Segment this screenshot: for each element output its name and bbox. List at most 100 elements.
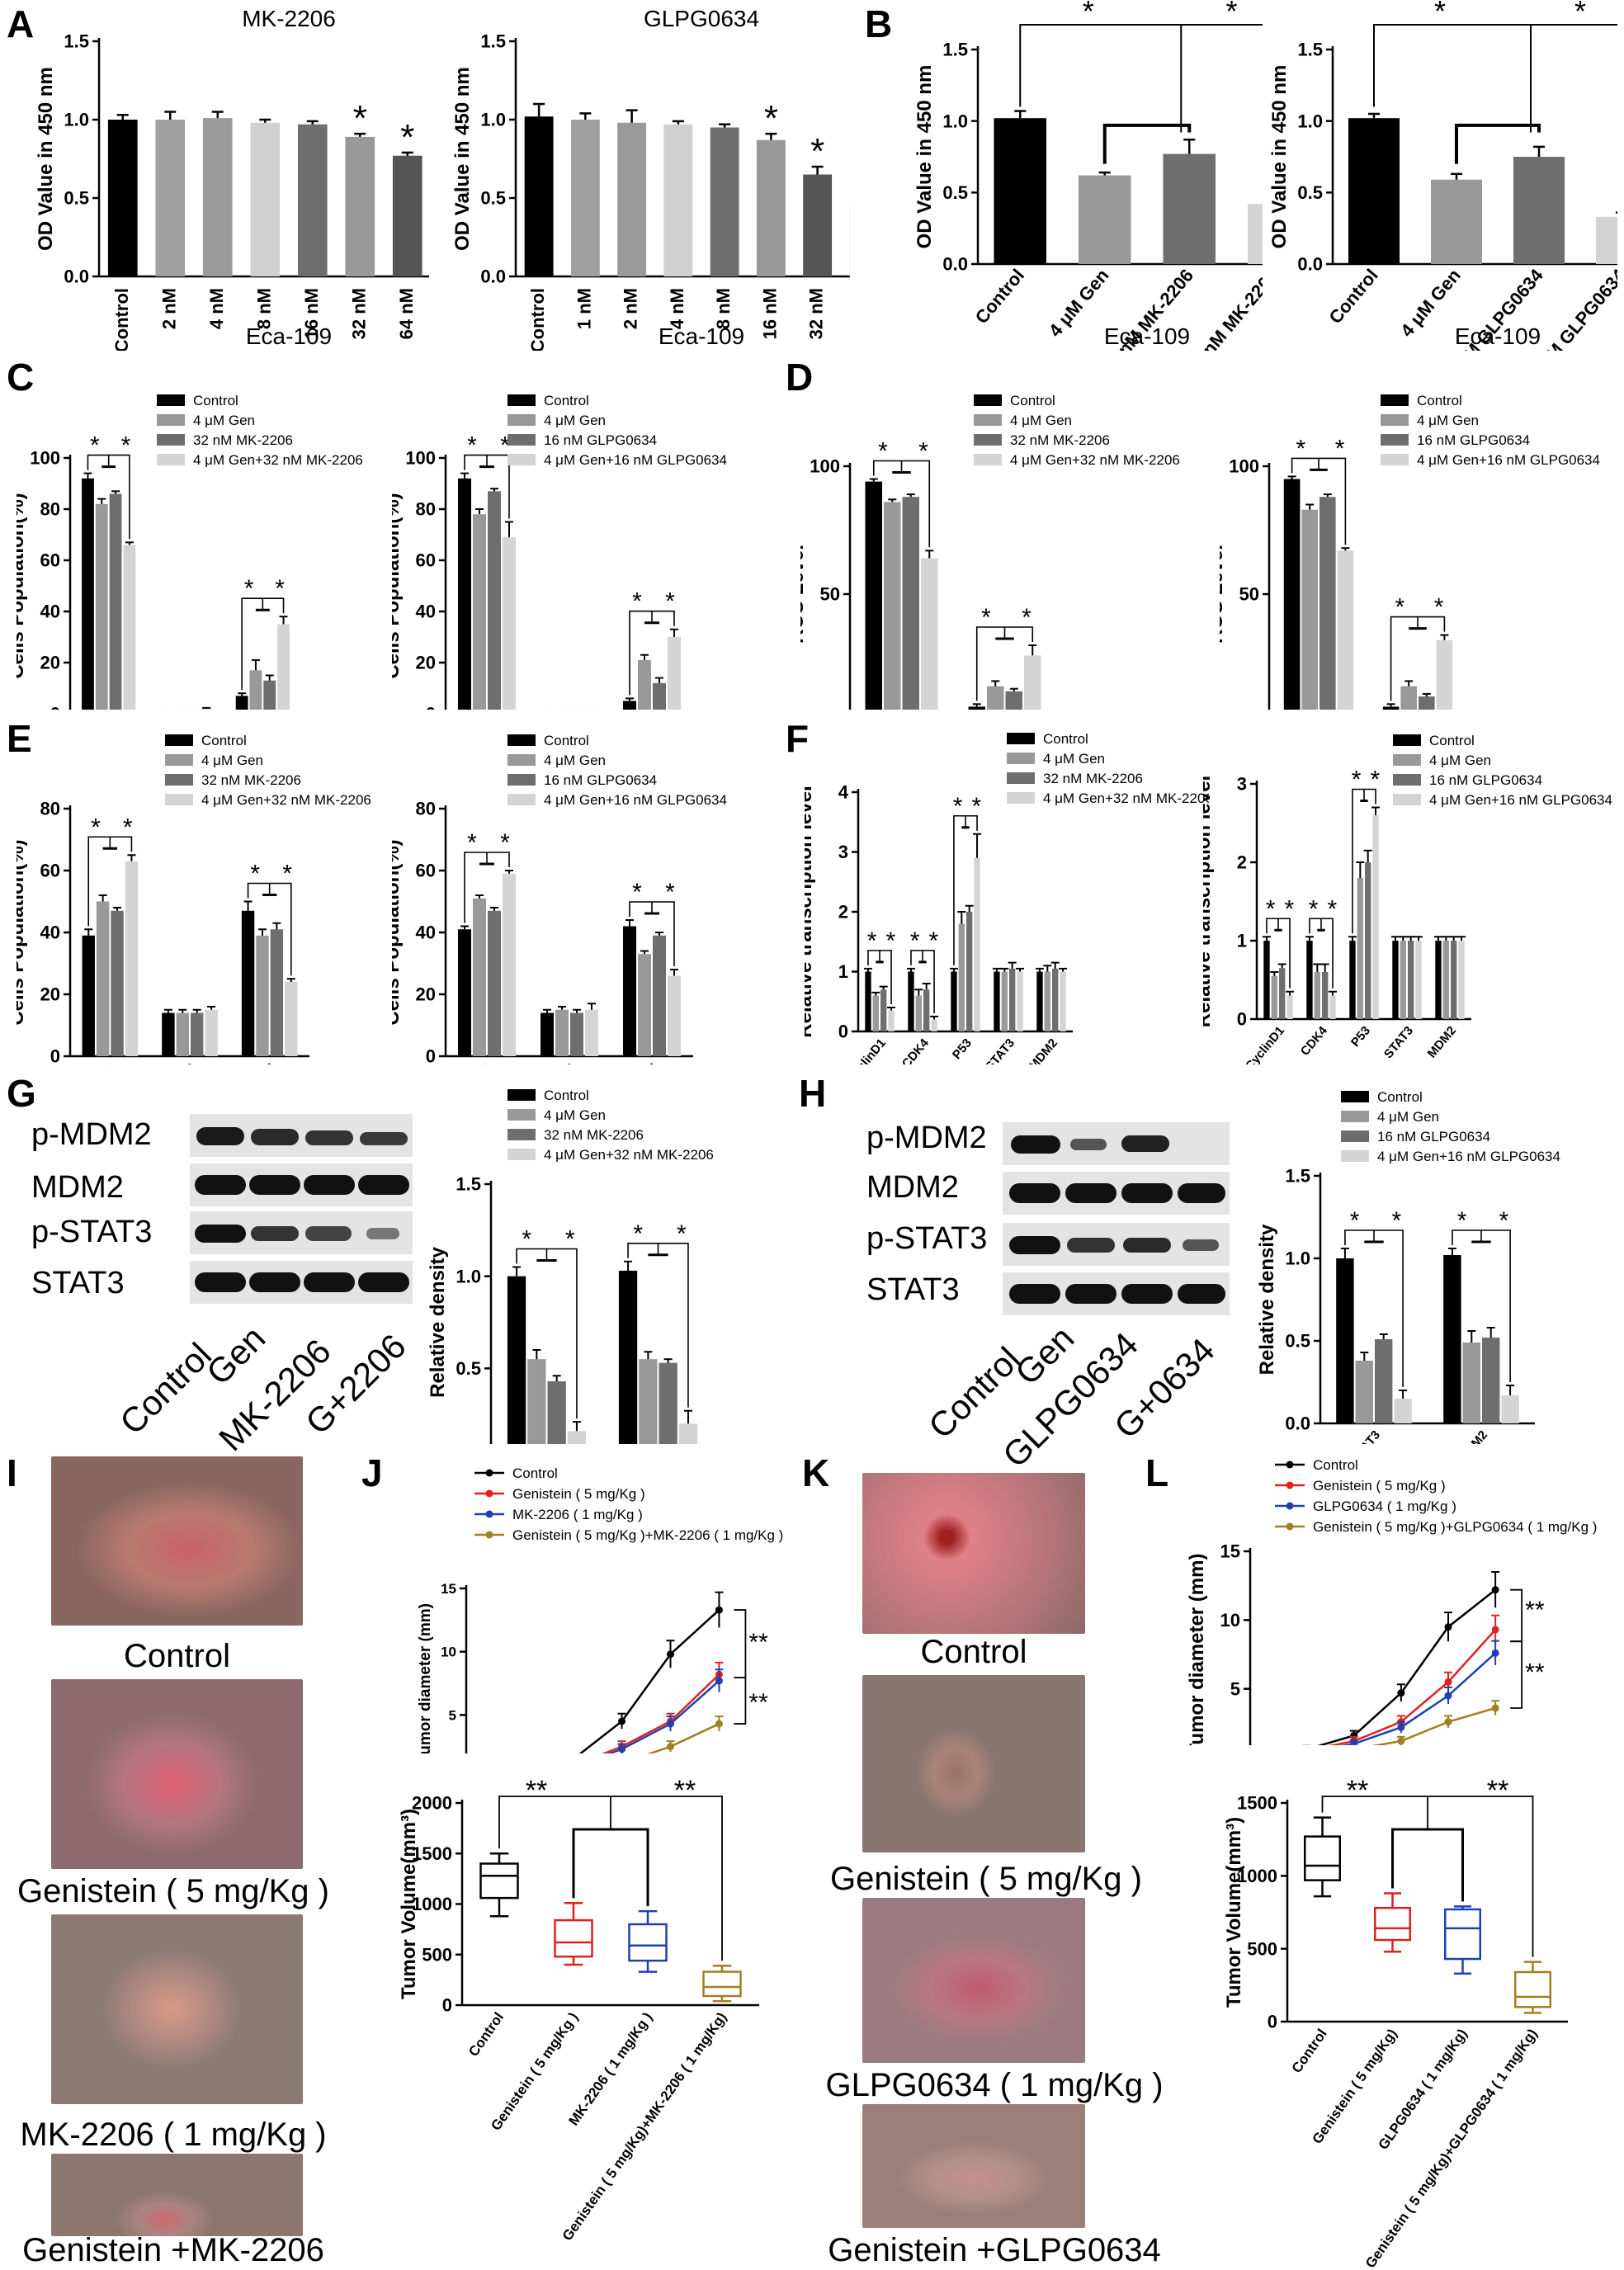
x-tick-label: 4 nM	[667, 288, 687, 329]
y-tick-label: 0.5	[64, 188, 89, 209]
y-tick-label: 20	[40, 653, 60, 673]
y-tick-label: 500	[422, 1944, 452, 1965]
x-axis-label: Eca-109	[246, 323, 332, 349]
significance-bracket	[1181, 24, 1263, 26]
legend-swatch	[157, 434, 185, 446]
box-2	[1444, 1908, 1481, 1961]
legend-swatch	[1341, 1091, 1369, 1102]
bar-4 μM Gen+32 nM MK-2206	[1247, 204, 1263, 264]
bar-16 nM GLPG0634-G0/G1	[488, 910, 501, 1056]
bar-4 μM Gen-Low	[1301, 509, 1318, 710]
significance-star: *	[1574, 0, 1586, 28]
bar-16 nM	[297, 124, 328, 276]
bar-4 μM Gen+32 nM MK-2206-STAT3	[1017, 971, 1023, 1031]
bar-16 nM GLPG0634-Apoptotic	[653, 682, 666, 710]
legend-label: 4 μM Gen+32 nM MK-2206	[544, 1147, 714, 1163]
legend-swatch	[508, 1089, 536, 1101]
bar-Control-CDK4	[1306, 941, 1313, 1019]
bar-4 μM Gen-STAT3	[1001, 971, 1008, 1031]
caption-k-combo: Genistein +GLPG0634	[828, 2232, 1161, 2268]
caption-i-control: Control	[124, 1638, 230, 1674]
series-point-0	[1491, 1586, 1499, 1594]
y-tick-label: 5	[449, 1707, 456, 1723]
series-point-3	[715, 1720, 723, 1728]
blot-h-row-pmdm2	[1003, 1122, 1230, 1165]
legend-label: Control	[1377, 1089, 1423, 1105]
bar-4 μM Gen+32 nM MK-2206-P53	[974, 857, 980, 1031]
significance-star: *	[665, 588, 675, 616]
significance-bracket	[734, 1677, 747, 1725]
y-tick-label: 0	[442, 1995, 452, 2016]
bar-64 nM	[849, 205, 850, 276]
chart-c1: 020406080100Cells Population(%)****Alive…	[17, 393, 363, 710]
series-point-2	[1444, 1692, 1452, 1700]
legend-swatch	[1007, 792, 1035, 804]
legend-label: Genistein ( 5 mg/Kg )	[512, 1486, 645, 1502]
bar-32 nM MK-2206-CDK4	[923, 989, 930, 1031]
y-tick-label: 100	[1229, 456, 1259, 477]
bar-Control-P53	[1349, 941, 1356, 1019]
bar-1 nM	[570, 120, 600, 276]
series-point-0	[618, 1717, 626, 1725]
bar-32 nM MK-2206-G0/G1	[111, 910, 124, 1056]
series-point-1	[1491, 1626, 1499, 1634]
legend-label: 4 μM Gen+16 nM GLPG0634	[1429, 792, 1612, 808]
bar-Control-CyclinD1	[1263, 941, 1270, 1019]
x-tick-label: Genistein ( 5 mg/Kg)+MK-2206 ( 1 mg/Kg)	[559, 2009, 730, 2244]
legend-label: GLPG0634 ( 1 mg/Kg )	[1313, 1498, 1456, 1514]
legend-swatch	[157, 454, 185, 465]
bar-4 μM Gen+16 nM GLPG0634-Apoptotic	[668, 637, 681, 710]
legend-label: 16 nM GLPG0634	[544, 432, 657, 448]
bar-32 nM MK-2206-Low	[902, 497, 919, 710]
legend-label: 32 nM MK-2206	[544, 1127, 644, 1143]
y-tick-label: 0.5	[942, 182, 968, 203]
bar-Control-STAT3	[1392, 941, 1399, 1019]
bar-4 μM Gen+16 nM GLPG0634-G2/M	[668, 975, 681, 1056]
y-tick-label: 1.0	[64, 110, 89, 130]
legend-label: Control	[544, 733, 589, 748]
bar-Control-G0/G1	[82, 935, 95, 1056]
legend-label: 4 μM Gen+16 nM GLPG0634	[1377, 1149, 1560, 1164]
bar-16 nM GLPG0634-CDK4	[1322, 972, 1329, 1019]
legend-swatch	[1393, 754, 1421, 766]
legend-swatch	[974, 414, 1002, 426]
legend-swatch	[1007, 753, 1035, 764]
blot-h-label-stat3: STAT3	[866, 1272, 960, 1307]
x-tick-label: CyclinD1	[844, 1036, 889, 1064]
bar-4 μM Gen	[1431, 179, 1482, 264]
bar-Control-High	[1382, 706, 1400, 710]
caption-k-glpg0634: GLPG0634 ( 1 mg/Kg )	[825, 2067, 1164, 2103]
y-axis-label: OD Value in 450 nm	[35, 67, 57, 251]
legend-swatch	[165, 754, 193, 766]
y-tick-label: 0.0	[1285, 1413, 1310, 1434]
legend-label: 16 nM GLPG0634	[1429, 772, 1542, 788]
y-tick-label: 0.5	[456, 1358, 481, 1379]
bar-32 nM MK-2206-G2/M	[270, 929, 284, 1056]
bar-16 nM GLPG0634-p-STAT3/STAT3	[1375, 1339, 1393, 1423]
bar-4 μM Gen-Alive	[473, 514, 486, 710]
significance-bracket	[1531, 24, 1617, 26]
legend-label: 4 μM Gen	[544, 753, 606, 768]
significance-star: *	[1434, 594, 1444, 621]
bar-4 μM Gen+16 nM GLPG0634-S	[585, 1009, 598, 1056]
legend-label: 4 μM Gen	[1377, 1109, 1439, 1125]
significance-star: *	[878, 438, 888, 465]
x-tick-label: 8 nM	[253, 288, 274, 329]
bar-4 μM Gen-p-MDM2/MDM2	[639, 1359, 658, 1444]
bar-4 μM Gen+32 nM MK-2206-Low	[921, 558, 938, 710]
bar-4 μM Gen+32 nM MK-2206-High	[1024, 655, 1041, 710]
bar-4 μM Gen+16 nM GLPG0634-P53	[1372, 815, 1379, 1019]
series-point-0	[715, 1606, 723, 1614]
legend-marker	[1286, 1502, 1294, 1510]
significance-bracket	[953, 814, 978, 965]
bar-Control	[107, 120, 138, 276]
significance-star: *	[565, 1226, 575, 1253]
panel-label-g: G	[7, 1072, 36, 1115]
legend-swatch	[508, 734, 536, 746]
significance-bracket	[1019, 24, 1183, 133]
bar-4 μM Gen-S	[555, 1009, 569, 1056]
significance-bracket	[734, 1609, 747, 1678]
bar-Control-p-MDM2/MDM2	[618, 1270, 638, 1444]
y-tick-label: 1.0	[942, 111, 968, 131]
series-line-2	[1339, 1652, 1496, 1745]
